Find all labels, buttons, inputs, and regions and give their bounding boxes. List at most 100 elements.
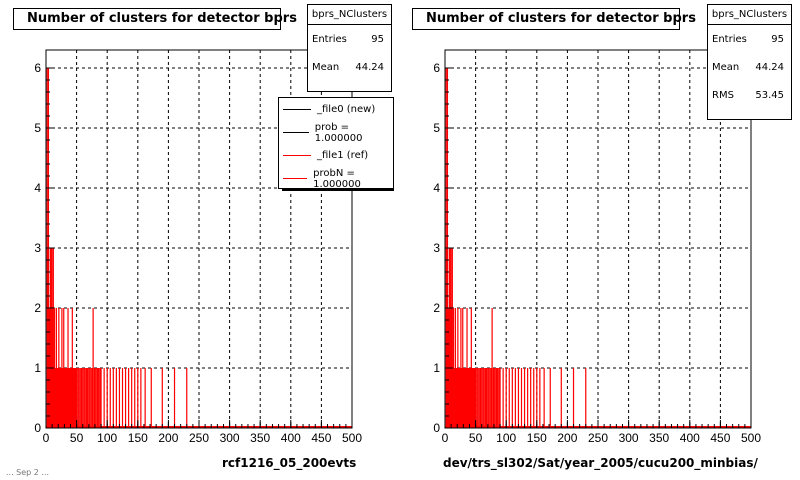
histogram-bar <box>103 368 105 428</box>
histogram-bar <box>63 308 65 428</box>
histogram-bar <box>77 368 79 428</box>
histogram-bar <box>67 308 69 428</box>
histogram-panel-right: 0 50 100 150 200 250 300 350 400 450 500 0 1 2 3 4 5 6 <box>433 49 761 445</box>
histogram-bar <box>61 368 64 428</box>
histogram-bar <box>460 368 463 428</box>
legend-box: _file0 (new) prob = 1.000000 _file1 (ref… <box>278 97 394 190</box>
histogram-bar <box>134 368 136 428</box>
x-tick-label: 250 <box>189 431 209 445</box>
histogram-bar <box>47 248 49 428</box>
histogram-bar <box>462 308 464 428</box>
x-axis-ticks: 0 50 100 150 200 250 300 350 400 450 500 <box>43 420 362 445</box>
stats-entries-value: 95 <box>371 33 384 45</box>
histogram-bar <box>92 308 94 428</box>
histogram-bar <box>465 368 468 428</box>
histogram-bar <box>473 368 475 428</box>
histogram-bar <box>511 368 513 428</box>
histogram-bar <box>82 368 84 428</box>
histogram-bar <box>96 368 99 428</box>
histogram-bar <box>466 308 468 428</box>
histogram-bar <box>452 308 455 428</box>
histogram-bar <box>50 368 53 428</box>
histogram-bar <box>94 368 96 428</box>
stats-rms-row: RMS 53.45 <box>708 81 791 109</box>
histogram-bar <box>461 368 463 428</box>
y-tick-label: 3 <box>433 241 440 255</box>
histogram-panel-left: 0 50 100 150 200 250 300 350 400 450 500 0 1 2 3 4 5 6 <box>34 49 362 445</box>
histogram-bar <box>468 368 470 428</box>
y-tick-label: 1 <box>34 361 41 375</box>
histogram-bar <box>493 368 495 428</box>
stats-mean-value: 44.24 <box>755 61 784 73</box>
histogram-bar <box>87 368 89 428</box>
histogram-bar <box>131 368 133 428</box>
histogram-bar <box>69 368 71 428</box>
histogram-bar <box>471 368 474 428</box>
histogram-bar <box>93 368 95 428</box>
x-tick-label: 200 <box>158 431 178 445</box>
y-axis-ticks: 0 1 2 3 4 5 6 <box>433 61 453 435</box>
histogram-bar <box>502 368 504 428</box>
histogram-bar <box>71 308 73 428</box>
x-tick-label: 100 <box>496 431 516 445</box>
histogram-bar <box>69 368 72 428</box>
histogram-bar <box>89 368 91 428</box>
histogram-bar <box>470 368 472 428</box>
histogram-bar <box>482 368 484 428</box>
histogram-bar <box>539 368 541 428</box>
x-axis-label-left: rcf1216_05_200evts <box>222 456 357 470</box>
histogram-bar <box>457 368 460 428</box>
histogram-bar <box>543 368 545 428</box>
x-tick-label: 250 <box>588 431 608 445</box>
histogram-bar <box>495 368 498 428</box>
stats-mean-row: Mean 44.24 <box>708 53 791 81</box>
histogram-bar <box>472 368 474 428</box>
histogram-bar <box>53 308 56 428</box>
y-tick-label: 0 <box>433 421 440 435</box>
y-tick-label: 6 <box>34 61 41 75</box>
histogram-bar <box>549 368 551 428</box>
histogram-bar <box>478 368 480 428</box>
histogram-bar <box>462 368 464 428</box>
histogram-bar <box>74 368 76 428</box>
stats-box-right: bprs_NClusters Entries 95 Mean 44.24 RMS… <box>707 4 792 120</box>
histogram-bar <box>451 248 453 428</box>
histogram-bar <box>459 368 461 428</box>
x-axis-label-right: dev/trs_sl302/Sat/year_2005/cucu200_minb… <box>443 456 758 470</box>
y-tick-label: 3 <box>34 241 41 255</box>
stats-entries-row: Entries 95 <box>708 25 791 53</box>
histogram-bar <box>473 368 475 428</box>
chart-title-right: Number of clusters for detector bprs <box>412 8 696 30</box>
histogram-bar <box>58 368 61 428</box>
histogram-bar <box>56 368 58 428</box>
histogram-bar <box>64 368 66 428</box>
histogram-bar <box>57 368 59 428</box>
histogram-bar <box>491 308 493 428</box>
histogram-bar <box>137 368 139 428</box>
histogram-bar <box>128 368 130 428</box>
y-tick-label: 4 <box>34 181 41 195</box>
stats-rms-value: 53.45 <box>755 89 784 101</box>
histogram-bar <box>70 368 72 428</box>
histogram-bar <box>80 368 83 428</box>
histogram-bar <box>508 368 510 428</box>
x-tick-label: 500 <box>741 431 761 445</box>
histogram-bar <box>99 368 101 428</box>
histogram-bar <box>560 368 562 428</box>
x-axis-ticks: 0 50 100 150 200 250 300 350 400 450 500 <box>442 420 761 445</box>
histogram-bar <box>79 368 81 428</box>
grid-lines <box>445 50 751 428</box>
x-tick-label: 200 <box>557 431 577 445</box>
stats-histogram-name: bprs_NClusters <box>708 5 791 25</box>
histogram-bar <box>144 368 146 428</box>
histogram-bar <box>517 368 520 428</box>
legend-entry-probn: probN = 1.000000 <box>279 167 393 190</box>
histogram-bar <box>449 368 452 428</box>
histogram-bar <box>505 368 507 428</box>
histogram-bar <box>467 368 469 428</box>
histogram-bar <box>150 368 152 428</box>
histogram-bar <box>53 368 55 428</box>
histogram-bar <box>51 248 53 428</box>
histogram-bar <box>54 368 56 428</box>
histogram-bar <box>585 368 587 428</box>
